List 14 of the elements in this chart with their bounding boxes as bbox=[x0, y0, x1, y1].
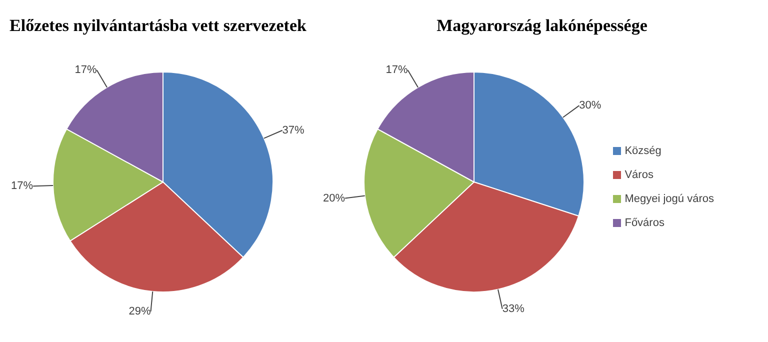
data-label: 30% bbox=[579, 100, 602, 112]
chart-title: Magyarország lakónépessége bbox=[436, 16, 648, 36]
chart-title: Előzetes nyilvántartásba vett szervezetek bbox=[8, 16, 308, 36]
legend-label: Község bbox=[624, 145, 662, 157]
data-label: 20% bbox=[322, 192, 346, 204]
legend-label: Főváros bbox=[624, 217, 664, 229]
legend-label: Megyei jogú város bbox=[624, 193, 714, 205]
data-label: 33% bbox=[502, 302, 525, 315]
data-label: 17% bbox=[11, 180, 34, 192]
data-label: 17% bbox=[74, 64, 98, 76]
data-label: 29% bbox=[128, 305, 151, 318]
data-label: 17% bbox=[386, 64, 408, 76]
legend-label: Város bbox=[624, 169, 654, 181]
data-label: 37% bbox=[282, 124, 305, 136]
